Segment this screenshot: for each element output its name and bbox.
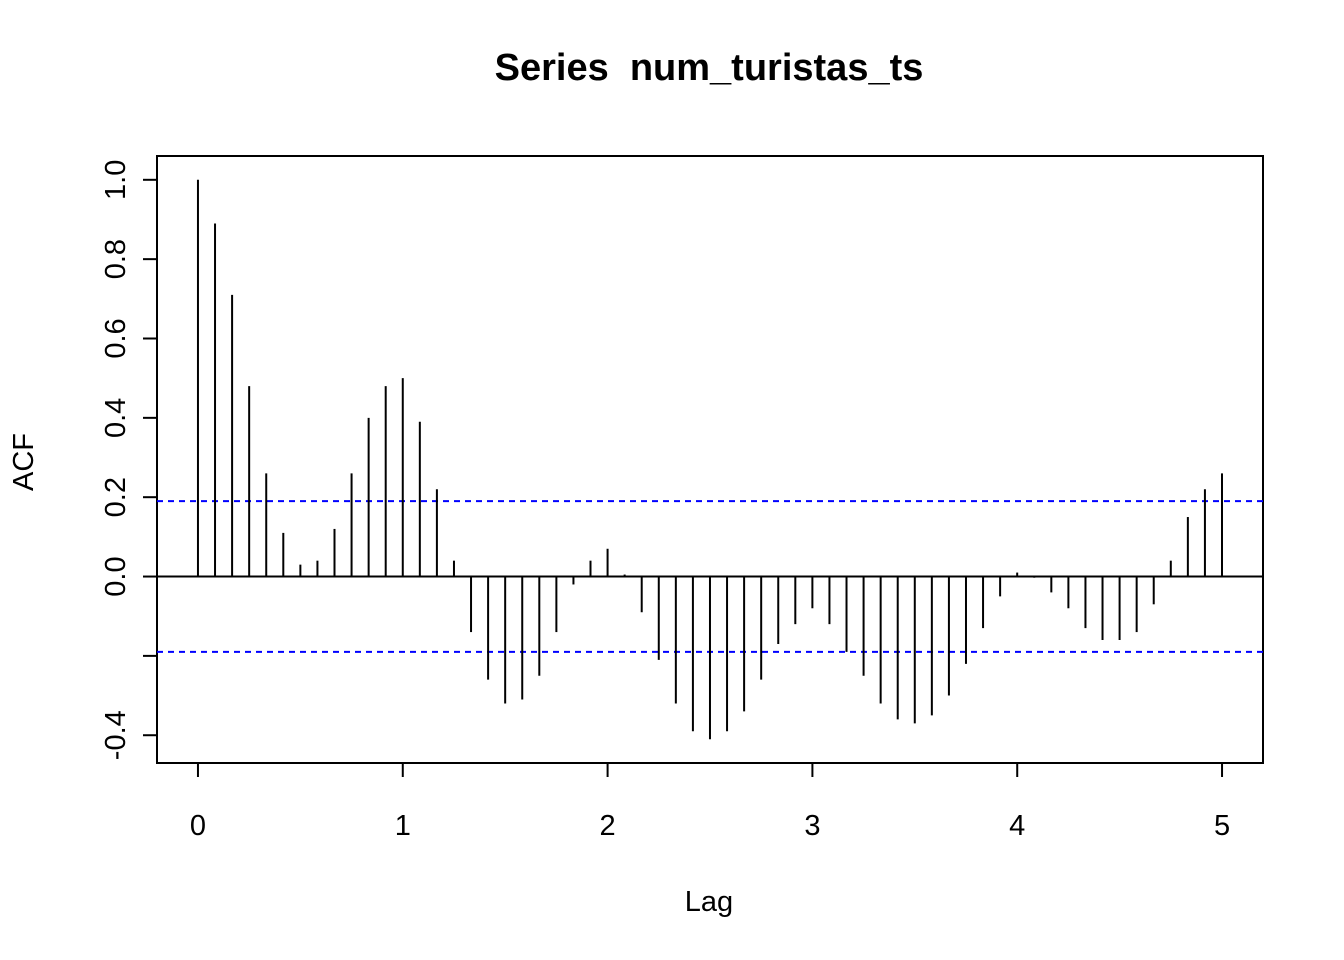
x-axis-label: Lag — [685, 886, 733, 918]
y-tick-label: 1.0 — [100, 160, 132, 200]
x-tick-label: 5 — [1214, 810, 1230, 842]
x-tick-label: 3 — [804, 810, 820, 842]
chart-title: Series num_turistas_ts — [495, 47, 924, 89]
y-tick-label: -0.4 — [100, 710, 132, 760]
y-tick-label: 0.4 — [100, 398, 132, 438]
x-tick-label: 2 — [600, 810, 616, 842]
acf-spikes — [196, 179, 1223, 740]
y-axis-label: ACF — [8, 433, 40, 491]
x-tick-label: 1 — [395, 810, 411, 842]
y-tick-label: 0.0 — [100, 556, 132, 596]
x-tick-label: 4 — [1009, 810, 1025, 842]
y-tick-label: 0.2 — [100, 477, 132, 517]
y-axis: -0.4 0.0 0.2 0.4 0.6 0.8 1.0 — [100, 160, 158, 760]
x-tick-label: 0 — [190, 810, 206, 842]
y-tick-label: 0.6 — [100, 318, 132, 358]
y-tick-label: 0.8 — [100, 239, 132, 279]
x-axis: 0 1 2 3 4 5 — [190, 762, 1230, 842]
